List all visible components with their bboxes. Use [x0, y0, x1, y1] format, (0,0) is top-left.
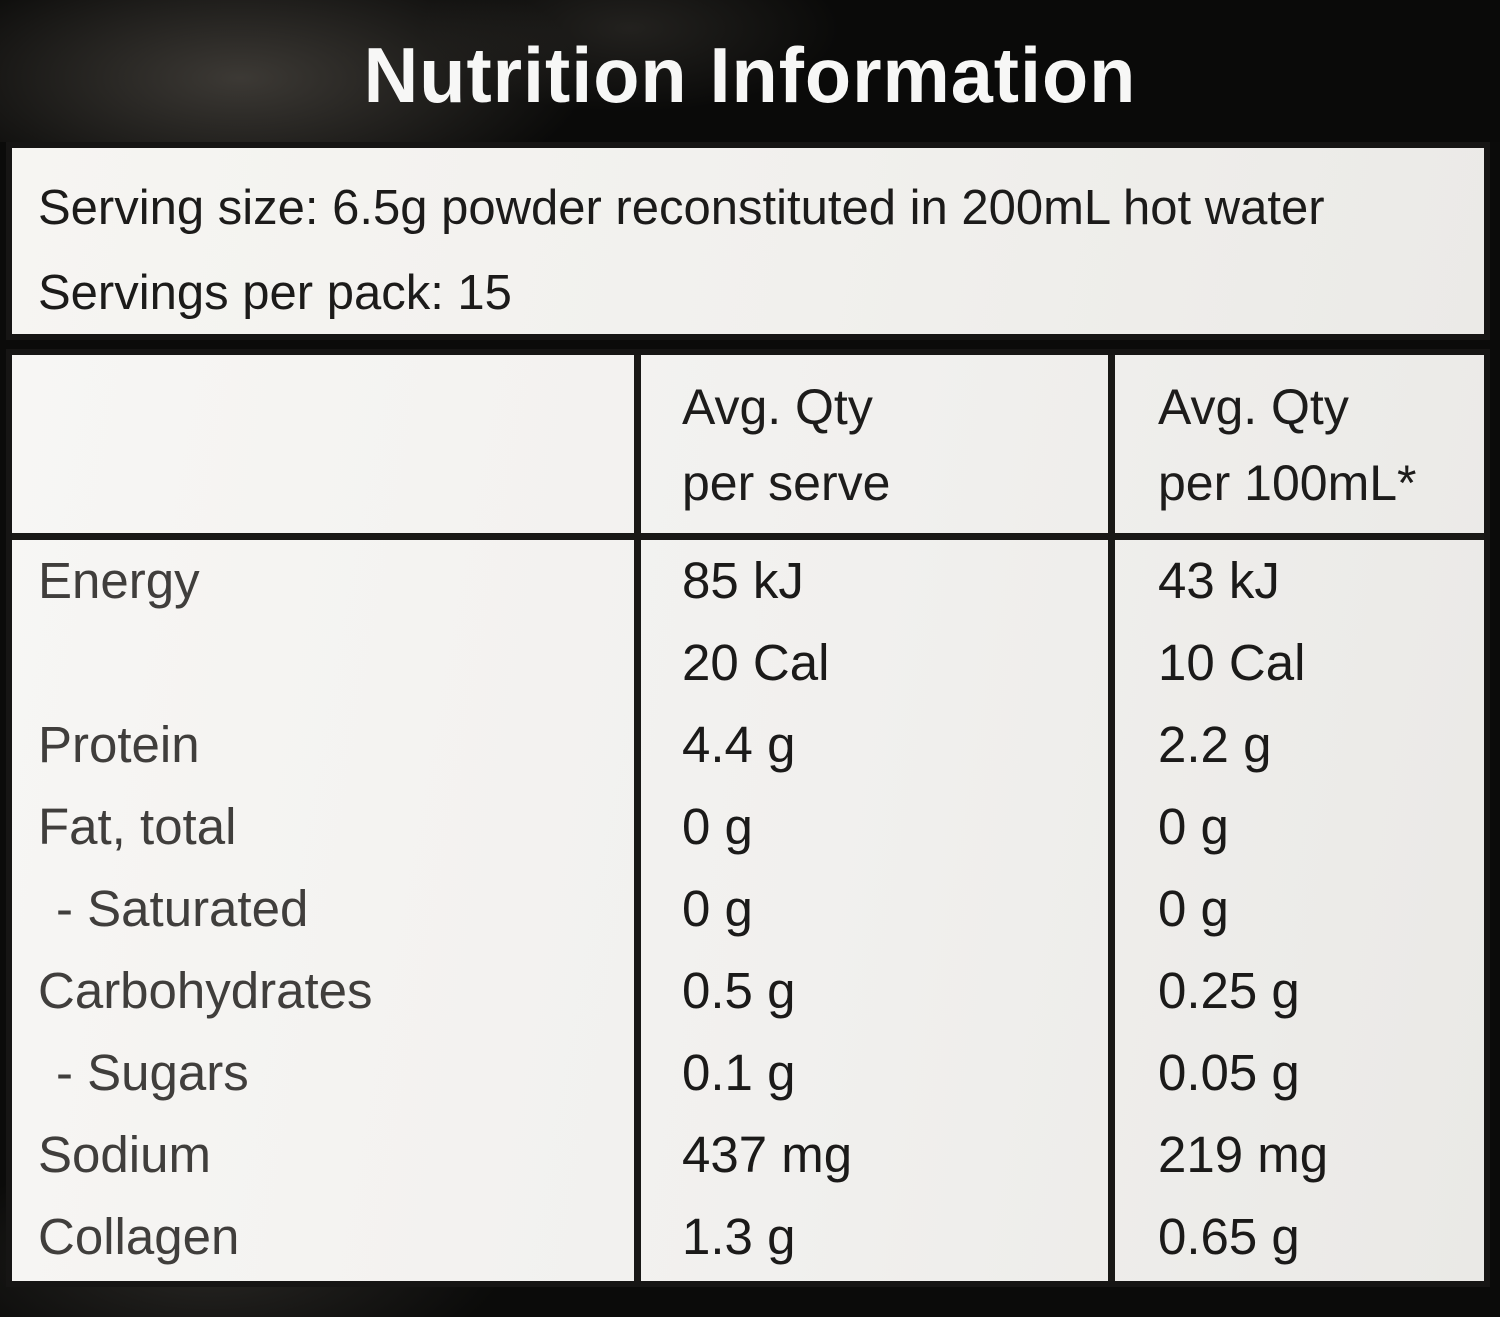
title-band: Nutrition Information	[0, 0, 1500, 142]
page-title: Nutrition Information	[363, 31, 1137, 119]
nutrient-label: Carbohydrates	[38, 962, 373, 1019]
nutrient-label: Energy	[38, 552, 200, 609]
column-header-line: Avg. Qty	[1158, 379, 1349, 435]
serving-info-box: Serving size: 6.5g powder reconstituted …	[6, 142, 1490, 340]
value-per-100ml: 0.05 g	[1158, 1044, 1300, 1101]
value-per-100ml: 0 g	[1158, 798, 1229, 855]
column-divider-line	[1108, 355, 1115, 1281]
table-header-row: Avg. Qty per serve Avg. Qty per 100mL*	[12, 355, 1484, 533]
value-per-100ml: 2.2 g	[1158, 716, 1272, 773]
column-header-per-100ml: Avg. Qty per 100mL*	[1108, 355, 1484, 533]
value-per-serve: 20 Cal	[682, 634, 830, 691]
column-header-line: per serve	[682, 455, 891, 511]
value-per-serve: 0.5 g	[682, 962, 796, 1019]
value-per-serve: 0 g	[682, 880, 753, 937]
column-header-line: Avg. Qty	[682, 379, 873, 435]
column-divider-line	[634, 355, 641, 1281]
serving-size-text: Serving size: 6.5g powder reconstituted …	[38, 181, 1325, 235]
value-per-serve: 1.3 g	[682, 1208, 796, 1265]
column-header-line: per 100mL*	[1158, 455, 1417, 511]
value-per-serve: 0 g	[682, 798, 753, 855]
value-per-100ml: 0.25 g	[1158, 962, 1300, 1019]
nutrient-label: - Saturated	[56, 880, 309, 937]
nutrient-label: Sodium	[38, 1126, 211, 1183]
value-per-100ml: 219 mg	[1158, 1126, 1329, 1183]
table-body: Energy 85 kJ 43 kJ 20 Cal 10 Cal Protein 4.4 g…	[12, 540, 1484, 1281]
nutrient-label: Protein	[38, 716, 200, 773]
value-per-serve: 4.4 g	[682, 716, 796, 773]
value-per-100ml: 0 g	[1158, 880, 1229, 937]
nutrient-label: - Sugars	[56, 1044, 249, 1101]
nutrient-label: Collagen	[38, 1208, 240, 1265]
nutrient-label: Fat, total	[38, 798, 237, 855]
value-per-serve: 85 kJ	[682, 552, 804, 609]
nutrition-table: Avg. Qty per serve Avg. Qty per 100mL* E…	[6, 349, 1490, 1287]
value-per-100ml: 10 Cal	[1158, 634, 1306, 691]
table-corner-cell	[12, 355, 634, 533]
value-per-100ml: 0.65 g	[1158, 1208, 1300, 1265]
value-per-serve: 437 mg	[682, 1126, 853, 1183]
header-divider-line	[12, 533, 1484, 540]
servings-per-pack-text: Servings per pack: 15	[38, 266, 512, 320]
column-header-per-serve: Avg. Qty per serve	[634, 355, 1108, 533]
value-per-100ml: 43 kJ	[1158, 552, 1280, 609]
value-per-serve: 0.1 g	[682, 1044, 796, 1101]
